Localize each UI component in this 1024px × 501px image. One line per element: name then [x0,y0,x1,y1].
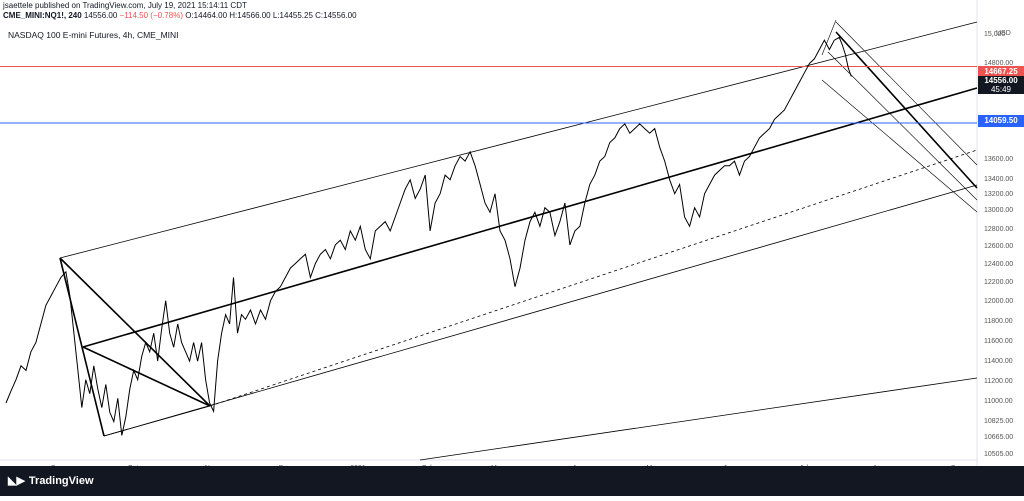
price-tick-label: 11000.00 [984,398,1013,405]
price-series-line [5,36,852,436]
pitchfork-handle-left[interactable] [59,257,105,437]
brand-name: TradingView [28,475,94,487]
median-line[interactable] [82,87,978,348]
red-level-price-tag[interactable]: 14667.25 [978,66,1024,78]
price-tick-label: 10665.00 [984,434,1013,441]
last-price-value: 14556.00 [83,11,118,20]
down-channel-center[interactable] [835,31,978,189]
price-tick-label: 12200.00 [984,279,1013,286]
tradingview-logo-icon: ◣▶ [8,475,25,487]
pitchfork-cross[interactable] [82,346,211,407]
price-tick-label: 12800.00 [984,226,1013,233]
last-price-tag-value: 14556.00 [984,76,1018,85]
symbol-label[interactable]: CME_MINI:NQ1!, 240 [3,11,82,20]
price-tick-label: 12000.00 [984,298,1013,305]
high-value: H:14566.00 [229,11,271,20]
price-tick-label: 13600.00 [984,156,1013,163]
price-tick-label: 10825.00 [984,418,1013,425]
down-channel-upper[interactable] [835,21,978,166]
currency-label: USD [996,30,1011,37]
chart-title: NASDAQ 100 E-mini Futures, 4h, CME_MINI [8,30,179,40]
price-tick-label: 11200.00 [984,378,1013,385]
chart-header: jsaettele published on TradingView.com, … [3,1,357,21]
bar-countdown: 45:49 [990,85,1012,94]
price-tick-label: 13200.00 [984,191,1013,198]
pitchfork-handle-mid[interactable] [59,257,211,407]
tradingview-logo[interactable]: ◣▶ TradingView [8,474,94,487]
price-tick-label: 13400.00 [984,176,1013,183]
price-tick-label: 11400.00 [984,358,1013,365]
price-tick-label: 12600.00 [984,243,1013,250]
price-tick-label: 15,000 [984,31,1006,38]
outer-bottom-line[interactable] [419,377,978,461]
ohlc-line: CME_MINI:NQ1!, 240 14556.00 −114.50 (−0.… [3,11,357,21]
price-axis[interactable]: 15,000 14800.00 13600.00 13400.00 13200.00 13… [984,31,1013,458]
pitchfork-drawings[interactable] [59,19,978,461]
blue-level-price-tag[interactable]: 14059.50 [978,115,1024,127]
close-value: C:14556.00 [315,11,357,20]
down-channel-lower[interactable] [821,79,978,213]
low-value: L:14455.25 [272,11,313,20]
footer-bar: ◣▶ TradingView [0,466,1024,496]
price-tick-label: 12400.00 [984,261,1013,268]
author-line: jsaettele published on TradingView.com, … [3,1,247,10]
price-tick-label: 13000.00 [984,207,1013,214]
price-tick-label: 11800.00 [984,318,1013,325]
change-value: −114.50 (−0.78%) [119,11,183,20]
open-value: O:14464.00 [185,11,228,20]
channel-upper-line[interactable] [59,21,978,259]
price-tick-label: 14800.00 [984,60,1013,67]
dashed-median-parallel[interactable] [209,149,978,407]
down-channel-top[interactable] [821,19,837,56]
horizontal-levels[interactable] [0,66,977,124]
down-channel-inner[interactable] [827,51,978,201]
channel-lower-line[interactable] [103,184,978,437]
last-price-tag[interactable]: 14556.00 45:49 [978,76,1024,94]
price-tick-label: 11600.00 [984,338,1013,345]
price-tick-label: 10505.00 [984,451,1013,458]
